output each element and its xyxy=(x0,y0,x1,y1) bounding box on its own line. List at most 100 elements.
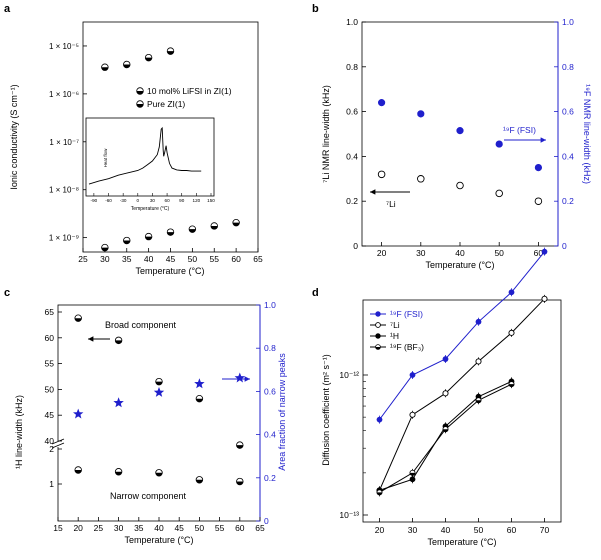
inset-heat-flow-curve xyxy=(88,126,202,185)
c-xtick-label: 15 xyxy=(53,523,63,533)
b-xtick-label: 60 xyxy=(534,248,544,258)
a-ytick-label: 1 × 10⁻⁶ xyxy=(49,90,79,99)
panel-d-ylabel: Diffusion coefficient (m² s⁻¹) xyxy=(321,354,331,465)
b-ytick-label: 0.2 xyxy=(346,196,358,206)
b-xtick-label: 30 xyxy=(416,248,426,258)
panel-d: d 20 30 40 50 60 70 10⁻¹³ 10⁻¹² Temperature (°C… xyxy=(312,247,562,547)
fsi-arrow-label: ¹⁹F (FSI) xyxy=(503,125,536,135)
a-xtick-label: 60 xyxy=(231,254,241,264)
d-xtick-label: 60 xyxy=(507,525,517,535)
b-ytick-label: 0.8 xyxy=(346,62,358,72)
d-legend-marker-h xyxy=(375,333,381,339)
pure-point-fill xyxy=(232,222,240,226)
d-point-fsi xyxy=(541,248,548,255)
pure-point-fill xyxy=(167,232,174,236)
narrow-component-label: Narrow component xyxy=(110,491,187,501)
broad-point-fill xyxy=(74,318,82,322)
a-ytick-label: 1 × 10⁻⁹ xyxy=(49,234,79,243)
area-fraction-star xyxy=(234,372,245,383)
a-xtick-label: 35 xyxy=(122,254,132,264)
panel-a-xlabel: Temperature (°C) xyxy=(135,266,204,276)
c-xtick-label: 30 xyxy=(114,523,124,533)
d-legend-marker-li xyxy=(375,322,381,328)
d-xtick-label: 70 xyxy=(540,525,550,535)
narrow-point-fill xyxy=(115,471,122,476)
c-ytick-label: 60 xyxy=(45,333,55,343)
pure-point-fill xyxy=(210,225,218,230)
panel-a-legend: 10 mol% LiFSI in ZI(1) Pure ZI(1) xyxy=(136,86,232,109)
panel-a-inset: Heat flow -90 -60 -30 0 30 60 90 120 150 Tempera… xyxy=(85,117,215,212)
d-point-fsi xyxy=(409,372,416,378)
a-ytick-label: 1 × 10⁻⁷ xyxy=(49,138,79,147)
d-point-li xyxy=(541,295,548,302)
a-ytick-label: 1 × 10⁻⁵ xyxy=(49,42,79,51)
d-point-bf3-fill xyxy=(376,492,383,496)
a-xtick-label: 40 xyxy=(144,254,154,264)
narrow-point-fill xyxy=(155,472,163,477)
broad-point-fill xyxy=(155,381,163,385)
legend-label-pure: Pure ZI(1) xyxy=(147,99,185,109)
d-line-li xyxy=(379,298,545,491)
pure-point-fill xyxy=(123,240,131,244)
area-fraction-star xyxy=(153,387,165,397)
narrow-point-fill xyxy=(196,479,203,484)
panel-c-xlabel: Temperature (°C) xyxy=(124,535,193,545)
fsi-point xyxy=(456,127,464,135)
inset-xtick-label: -90 xyxy=(91,198,98,203)
broad-component-label: Broad component xyxy=(105,320,177,330)
inset-xtick-label: 0 xyxy=(137,198,140,203)
area-fraction-star xyxy=(113,397,124,408)
d-point-li xyxy=(409,411,416,418)
li-arrow-label: ⁷Li xyxy=(386,199,396,209)
c-ytick-right-label: 0.8 xyxy=(264,343,276,353)
inset-ylabel: Heat flow xyxy=(103,148,108,168)
d-point-bf3-fill xyxy=(409,472,416,476)
c-ytick-label: 50 xyxy=(45,384,55,394)
d-point-li xyxy=(508,329,515,336)
a-xtick-label: 45 xyxy=(166,254,176,264)
b-ytick-right-label: 0.2 xyxy=(562,196,574,206)
inset-xtick-label: 120 xyxy=(193,198,201,203)
lifsi-point-fill xyxy=(145,57,152,61)
broad-point-fill xyxy=(115,340,122,344)
panel-c-letter: c xyxy=(4,287,10,299)
panel-a-ylabel: Ionic conductivity (S cm⁻¹) xyxy=(9,84,19,189)
panel-c-ylabel-left: ¹H line-width (kHz) xyxy=(14,395,24,469)
c-xtick-label: 40 xyxy=(154,523,164,533)
inset-xlabel: Temperature (°C) xyxy=(131,206,170,212)
inset-xtick-label: 60 xyxy=(165,198,171,203)
d-point-li xyxy=(442,390,449,397)
fsi-point xyxy=(378,99,386,107)
d-point-fsi xyxy=(442,356,449,362)
area-fraction-star xyxy=(73,408,84,419)
li-point xyxy=(456,181,464,190)
a-ytick-label: 1 × 10⁻⁸ xyxy=(49,186,79,195)
panel-c-ylabel-right: Area fraction of narrow peaks xyxy=(277,353,287,471)
inset-xtick-label: 90 xyxy=(179,198,185,203)
d-point-bf3-fill xyxy=(475,400,482,403)
c-ytick-right-label: 0.6 xyxy=(264,386,276,396)
panel-d-frame xyxy=(362,299,562,523)
panel-c: c 15 20 25 30 35 40 45 50 55 60 654045505560651200… xyxy=(4,287,287,545)
d-xtick-label: 40 xyxy=(441,525,451,535)
d-legend-label-li: ⁷Li xyxy=(390,320,400,330)
b-ytick-right-label: 0 xyxy=(562,241,567,251)
inset-frame xyxy=(85,117,215,197)
b-ytick-right-label: 0.6 xyxy=(562,107,574,117)
c-xtick-label: 60 xyxy=(235,523,245,533)
d-point-fsi xyxy=(475,318,482,325)
c-xtick-label: 20 xyxy=(73,523,83,533)
b-ytick-label: 1.0 xyxy=(346,17,358,27)
legend-label-lifsi: 10 mol% LiFSI in ZI(1) xyxy=(147,86,232,96)
b-xtick-label: 50 xyxy=(494,248,504,258)
c-ytick-right-label: 0.2 xyxy=(264,473,276,483)
a-xtick-label: 65 xyxy=(253,254,263,264)
d-point-fsi xyxy=(508,289,515,296)
a-xtick-label: 25 xyxy=(78,254,88,264)
legend-marker-pure-fill xyxy=(136,104,144,108)
inset-xtick-label: 150 xyxy=(207,198,215,203)
panel-a-letter: a xyxy=(4,3,11,15)
lifsi-point-fill xyxy=(123,64,131,68)
li-point xyxy=(534,197,543,205)
